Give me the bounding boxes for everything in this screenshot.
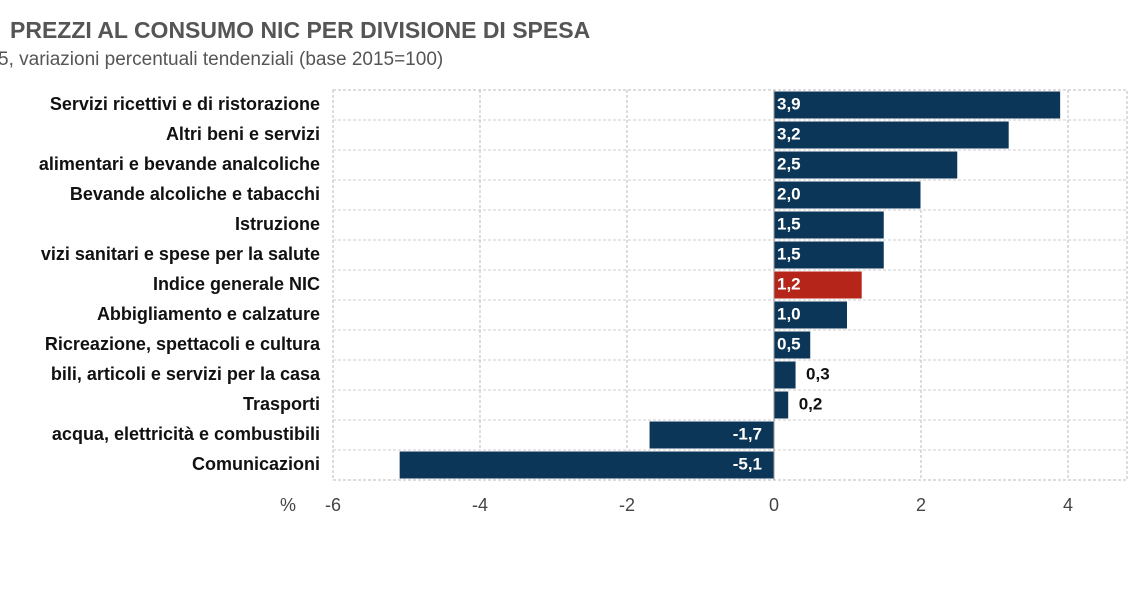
bar: [398, 450, 775, 480]
value-label: 1,5: [777, 244, 801, 263]
category-label: vizi sanitari e spese per la salute: [41, 244, 320, 264]
category-label: acqua, elettricità e combustibili: [52, 424, 320, 444]
category-label: Indice generale NIC: [153, 274, 320, 294]
bar: [773, 180, 922, 210]
x-axis-label: %: [280, 495, 296, 515]
x-tick-label: -2: [619, 495, 635, 515]
chart-title: PREZZI AL CONSUMO NIC PER DIVISIONE DI S…: [10, 17, 590, 43]
category-label: Altri beni e servizi: [166, 124, 320, 144]
x-tick-label: 4: [1063, 495, 1073, 515]
category-label: Bevande alcoliche e tabacchi: [70, 184, 320, 204]
bar: [773, 210, 885, 240]
category-label: Comunicazioni: [192, 454, 320, 474]
category-label: Servizi ricettivi e di ristorazione: [50, 94, 320, 114]
value-label: 2,5: [777, 154, 801, 173]
category-label: Abbigliamento e calzature: [97, 304, 320, 324]
category-label: bili, articoli e servizi per la casa: [51, 364, 321, 384]
value-label: 3,9: [777, 94, 801, 113]
bar: [773, 330, 812, 360]
x-tick-label: -4: [472, 495, 488, 515]
bar: [773, 270, 863, 300]
category-label: Trasporti: [243, 394, 320, 414]
bar: [773, 240, 885, 270]
value-label: -5,1: [733, 454, 762, 473]
value-label: 0,3: [806, 364, 830, 383]
value-label: 2,0: [777, 184, 801, 203]
x-tick-label: -6: [325, 495, 341, 515]
bar: [773, 300, 848, 330]
bar: [773, 90, 1062, 120]
category-label: alimentari e bevande analcoliche: [39, 154, 320, 174]
value-label: -1,7: [733, 424, 762, 443]
category-label: Istruzione: [235, 214, 320, 234]
chart-subtitle: 5, variazioni percentuali tendenziali (b…: [0, 49, 443, 70]
value-label: 1,5: [777, 214, 801, 233]
value-label: 0,2: [799, 394, 823, 413]
value-label: 1,0: [777, 304, 801, 323]
bar: [648, 420, 775, 450]
bar: [773, 150, 959, 180]
value-label: 3,2: [777, 124, 801, 143]
x-tick-label: 2: [916, 495, 926, 515]
bar: [773, 120, 1010, 150]
x-tick-label: 0: [769, 495, 779, 515]
bar: [773, 390, 790, 420]
value-label: 0,5: [777, 334, 801, 353]
bar: [773, 360, 797, 390]
value-label: 1,2: [777, 274, 801, 293]
category-label: Ricreazione, spettacoli e cultura: [45, 334, 321, 354]
